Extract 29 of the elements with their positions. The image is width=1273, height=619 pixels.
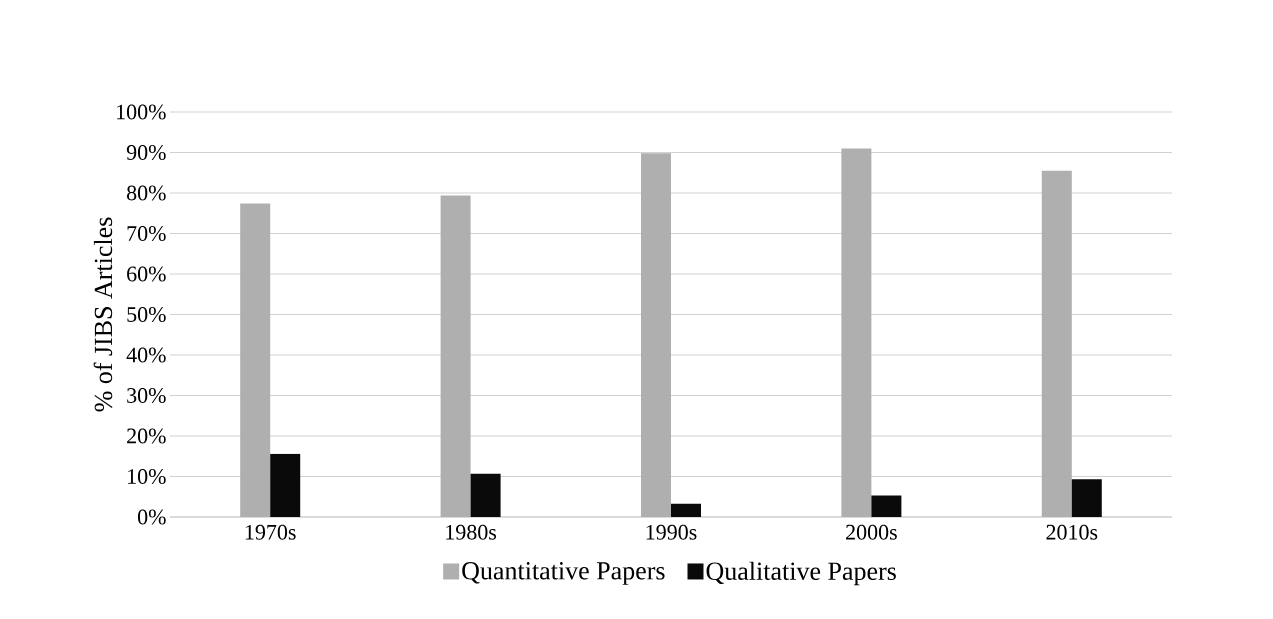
x-tick-label: 2000s: [846, 524, 897, 540]
y-tick-label: 50%: [127, 307, 166, 322]
bar: [1041, 170, 1072, 517]
legend-label: Quantitative Papers: [462, 562, 665, 585]
bar: [871, 495, 902, 517]
bar: [640, 153, 671, 517]
bar: [670, 503, 701, 517]
y-tick-label: 0%: [137, 509, 166, 525]
y-tick-label: 10%: [128, 469, 166, 484]
y-tick-label: 20%: [127, 428, 166, 444]
bar: [470, 473, 501, 517]
x-tick-label: 1970s: [245, 524, 296, 540]
x-tick-label: 1980s: [446, 524, 497, 540]
legend-label: Qualitative Papers: [706, 561, 896, 586]
bar: [240, 203, 271, 517]
bar: [841, 148, 872, 517]
y-tick-label: 70%: [127, 226, 166, 241]
y-tick-label: 90%: [126, 145, 166, 160]
x-tick-label: 1990s: [646, 524, 697, 540]
y-tick-label: 40%: [126, 347, 166, 363]
y-axis-title: % of JIBS Articles: [93, 217, 113, 412]
bar: [440, 195, 471, 517]
y-tick-label: 30%: [127, 388, 166, 403]
bar: [1071, 479, 1102, 517]
y-tick-label: 60%: [127, 266, 166, 282]
y-tick-label: 100%: [117, 104, 166, 120]
x-tick-label: 2010s: [1046, 524, 1098, 540]
y-tick-label: 80%: [126, 185, 166, 201]
bar: [270, 453, 301, 517]
